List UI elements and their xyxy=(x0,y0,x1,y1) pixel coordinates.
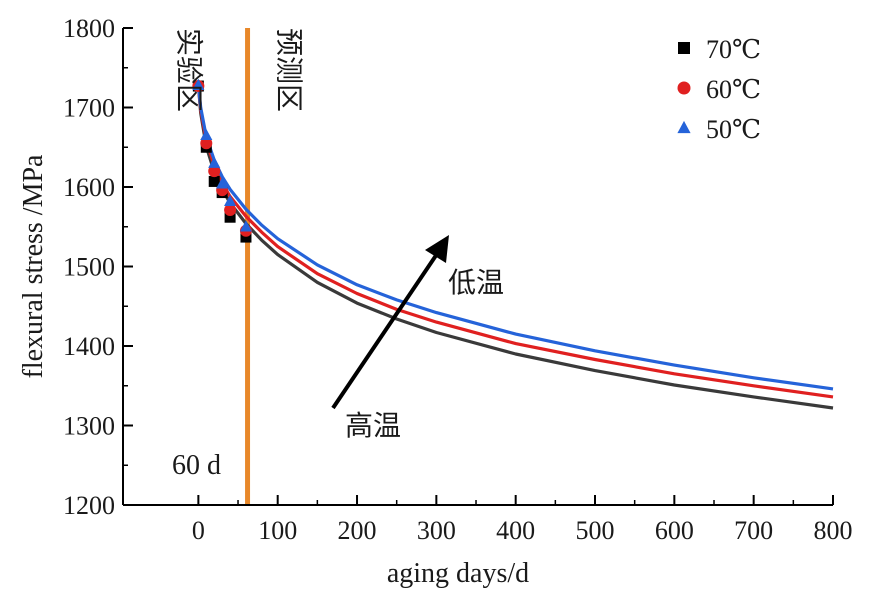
legend-label-1: 70℃ xyxy=(706,35,761,64)
legend-label-2: 60℃ xyxy=(706,75,761,104)
data-point-series-3 xyxy=(208,156,221,168)
legend-label-3: 50℃ xyxy=(706,115,761,144)
legend-marker-1 xyxy=(678,42,690,54)
data-point-series-3 xyxy=(224,194,237,207)
x-axis-title: aging days/d xyxy=(387,558,529,589)
data-point-series-3 xyxy=(200,128,213,141)
x-tick-label: 300 xyxy=(417,516,456,545)
series-layer xyxy=(192,78,834,410)
x-tick-label: 100 xyxy=(258,516,297,545)
y-tick-label: 1300 xyxy=(63,412,115,441)
data-point-series-1 xyxy=(224,211,236,223)
legend-marker-2 xyxy=(677,81,691,95)
y-tick-label: 1700 xyxy=(63,94,115,123)
x-tick-label: 500 xyxy=(576,516,615,545)
prediction-zone-label: 预测区 xyxy=(273,28,304,112)
series-line-3 xyxy=(196,85,834,391)
boundary-label: 60 d xyxy=(172,450,221,481)
x-tick-label: 400 xyxy=(496,516,535,545)
data-point-series-3 xyxy=(239,220,253,232)
axes: 0 100 200 300 400 500 600 700 800 1200 1300 1400 150… xyxy=(18,14,853,589)
y-tick-label: 1200 xyxy=(63,491,115,520)
temperature-trend-arrow xyxy=(331,246,443,410)
data-point-series-1 xyxy=(240,231,252,243)
temperature-trend-arrowhead xyxy=(425,235,449,263)
data-point-series-3 xyxy=(216,177,229,189)
annotations: 实验区 预测区 低温 高温 60 d xyxy=(172,28,504,481)
data-point-series-2 xyxy=(200,137,213,150)
data-point-series-3 xyxy=(192,78,205,90)
y-tick-label: 1600 xyxy=(63,173,115,202)
legend-marker-3 xyxy=(677,120,691,134)
y-tick-label: 1500 xyxy=(63,253,115,282)
x-tick-label: 600 xyxy=(655,516,694,545)
y-axis-title: flexural stress /MPa xyxy=(18,154,49,379)
low-temp-label: 低温 xyxy=(448,267,504,299)
x-tick-label: 200 xyxy=(338,516,377,545)
experimental-zone-label: 实验区 xyxy=(173,28,205,112)
data-point-series-2 xyxy=(224,204,237,217)
y-tick-label: 1400 xyxy=(63,332,115,361)
y-tick-label: 1800 xyxy=(63,14,115,43)
x-tick-label: 700 xyxy=(734,516,773,545)
legend: 70℃ 60℃ 50℃ xyxy=(677,35,761,144)
x-tick-label: 0 xyxy=(192,516,205,545)
x-tick-label: 800 xyxy=(814,516,853,545)
data-point-series-2 xyxy=(208,165,221,178)
high-temp-label: 高温 xyxy=(345,410,401,442)
data-point-series-1 xyxy=(208,175,220,187)
